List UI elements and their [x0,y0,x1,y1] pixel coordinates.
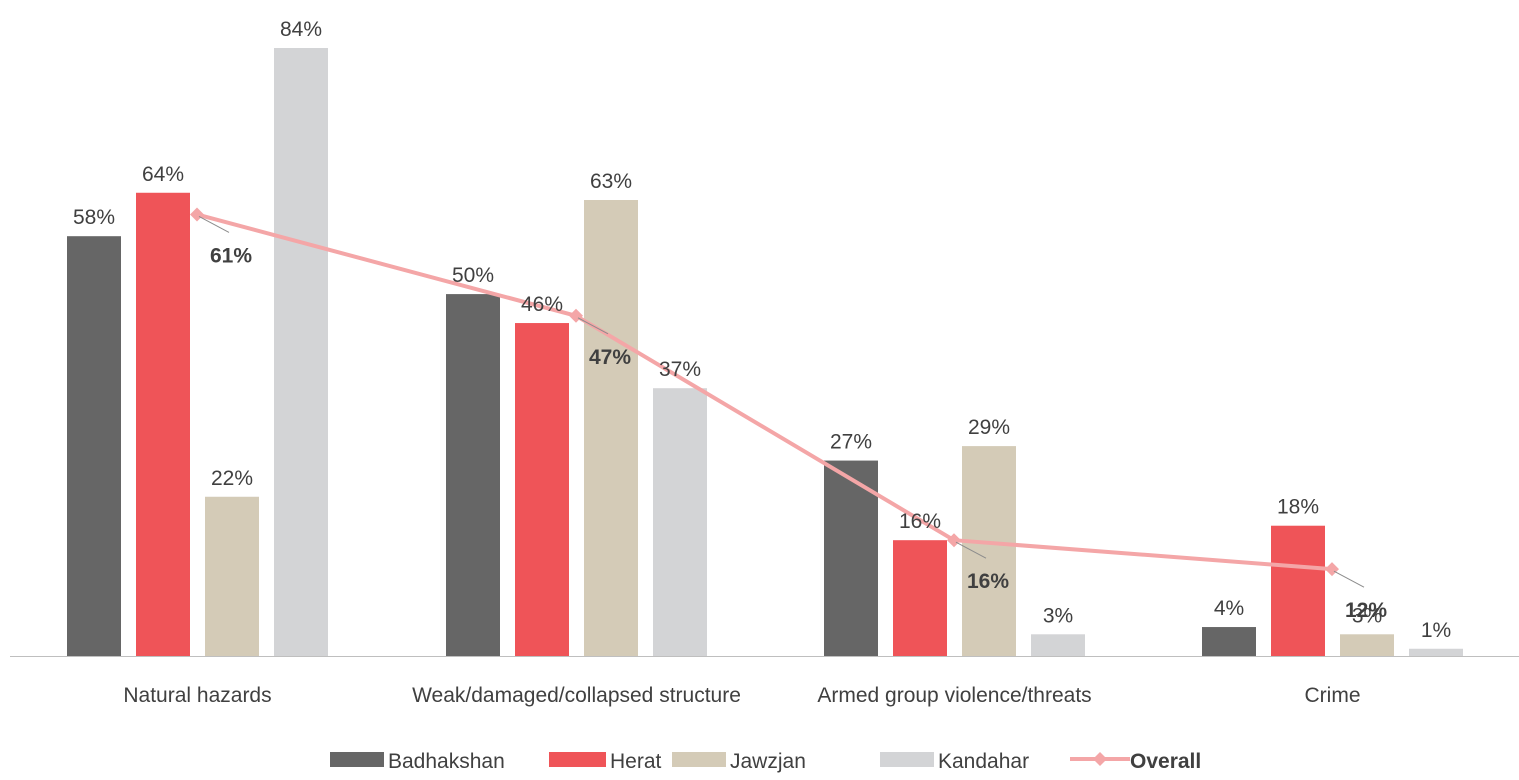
bar-jawzjan-armed-group-violence-threats [962,446,1016,656]
overall-marker-weak-damaged-collapsed-structure [569,308,583,323]
bar-kandahar-crime [1409,648,1463,656]
value-label-badhakshan-crime: 4% [1214,597,1244,620]
value-label-herat-weak-damaged-collapsed-structure: 46% [521,293,563,316]
overall-value-label-armed-group-violence-threats: 16% [967,570,1009,593]
bar-herat-crime [1271,525,1325,656]
overall-leader-line [577,317,609,335]
overall-line [196,212,1333,572]
bar-herat-weak-damaged-collapsed-structure [515,323,569,656]
bars-layer [67,48,1463,656]
value-label-jawzjan-crime: 3% [1352,604,1382,627]
bar-herat-natural-hazards [136,192,190,656]
overall-marker-armed-group-violence-threats [947,533,961,548]
legend-swatch-kandahar [880,752,934,767]
legend-label-jawzjan: Jawzjan [730,750,806,773]
value-label-badhakshan-weak-damaged-collapsed-structure: 50% [452,264,494,287]
value-label-kandahar-armed-group-violence-threats: 3% [1043,604,1073,627]
value-label-kandahar-weak-damaged-collapsed-structure: 37% [659,358,701,381]
category-label-crime: Crime [1305,684,1361,707]
value-label-jawzjan-armed-group-violence-threats: 29% [968,416,1010,439]
overall-leader-line [1333,570,1365,588]
bar-badhakshan-weak-damaged-collapsed-structure [446,294,500,656]
overall-value-label-weak-damaged-collapsed-structure: 47% [589,346,631,369]
legend-label-badhakshan: Badhakshan [388,750,505,773]
bar-kandahar-weak-damaged-collapsed-structure [653,388,707,656]
legend-swatch-herat [549,752,606,767]
bar-kandahar-armed-group-violence-threats [1031,634,1085,656]
bar-badhakshan-natural-hazards [67,236,121,656]
overall-leader-line [198,216,230,233]
value-labels-layer: 58% 50% 27% 4% 64% 46% 16% 18% 22% 63% 29% 3% 84% 37%… [73,18,1451,642]
value-label-kandahar-crime: 1% [1421,619,1451,642]
value-label-herat-armed-group-violence-threats: 16% [899,510,941,533]
value-label-herat-crime: 18% [1277,496,1319,519]
bar-herat-armed-group-violence-threats [893,540,947,656]
legend-marker-overall [1093,752,1107,766]
value-label-herat-natural-hazards: 64% [142,163,184,186]
legend-label-herat: Herat [610,750,662,773]
legend-label-overall: Overall [1130,750,1201,773]
bar-jawzjan-crime [1340,634,1394,656]
value-label-jawzjan-natural-hazards: 22% [211,467,253,490]
value-label-badhakshan-natural-hazards: 58% [73,206,115,229]
value-label-jawzjan-weak-damaged-collapsed-structure: 63% [590,170,632,193]
category-label-natural-hazards: Natural hazards [123,684,271,707]
category-labels-layer: Natural hazards Weak/damaged/collapsed st… [123,684,1360,707]
value-label-badhakshan-armed-group-violence-threats: 27% [830,431,872,454]
legend: Badhakshan Herat Jawzjan Kandahar Overall [330,750,1201,773]
category-label-weak-damaged-collapsed-structure: Weak/damaged/collapsed structure [412,684,741,707]
bar-badhakshan-armed-group-violence-threats [824,460,878,656]
value-label-kandahar-natural-hazards: 84% [280,18,322,41]
overall-value-label-natural-hazards: 61% [210,244,252,267]
bar-jawzjan-natural-hazards [205,496,259,656]
bar-jawzjan-weak-damaged-collapsed-structure [584,200,638,656]
overall-leader-line [955,541,987,559]
legend-swatch-jawzjan [672,752,726,767]
category-label-armed-group-violence-threats: Armed group violence/threats [817,684,1091,707]
overall-value-label-crime: 12% [1345,599,1387,622]
overall-line-layer [190,207,1365,588]
bar-badhakshan-crime [1202,627,1256,656]
overall-marker-natural-hazards [190,207,204,222]
legend-label-kandahar: Kandahar [938,750,1029,773]
overall-marker-crime [1325,562,1339,577]
legend-swatch-badhakshan [330,752,384,767]
bar-kandahar-natural-hazards [274,48,328,656]
